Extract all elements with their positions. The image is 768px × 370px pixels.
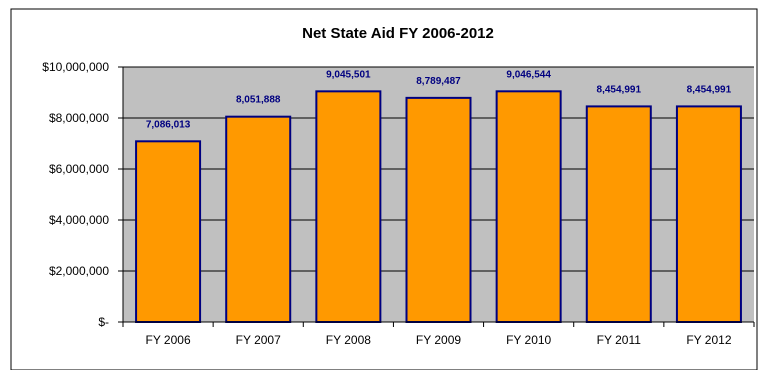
bar [225, 115, 292, 324]
x-tick-label: FY 2006 [145, 333, 190, 347]
y-tick-label: $6,000,000 [49, 162, 109, 176]
chart-title: Net State Aid FY 2006-2012 [302, 25, 494, 42]
x-tick-label: FY 2011 [597, 333, 642, 347]
x-tick-label: FY 2009 [416, 333, 461, 347]
y-tick-label: $8,000,000 [49, 111, 109, 125]
y-tick-label: $2,000,000 [49, 264, 109, 278]
y-tick-label: $4,000,000 [49, 213, 109, 227]
y-tick-label: $- [98, 315, 109, 329]
x-tick-label: FY 2008 [326, 333, 371, 347]
bar [495, 90, 562, 323]
x-tick-label: FY 2012 [686, 333, 731, 347]
bar [315, 90, 382, 323]
data-label: 7,086,013 [146, 119, 191, 130]
bar [585, 105, 652, 323]
data-label: 8,454,991 [597, 84, 642, 95]
bar [675, 105, 742, 323]
bar [405, 96, 472, 323]
x-tick-label: FY 2007 [236, 333, 281, 347]
y-tick-label: $10,000,000 [42, 60, 109, 74]
x-tick-label: FY 2010 [506, 333, 551, 347]
data-label: 8,454,991 [687, 84, 732, 95]
data-label: 8,051,888 [236, 95, 281, 106]
data-label: 9,046,544 [506, 69, 551, 80]
data-label: 8,789,487 [416, 76, 461, 87]
data-label: 9,045,501 [326, 69, 371, 80]
bar [135, 140, 202, 323]
